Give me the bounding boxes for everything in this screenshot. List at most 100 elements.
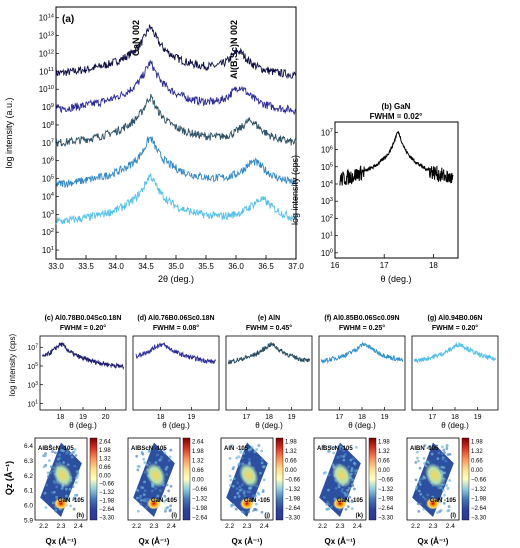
map-xtick-label: 2.3 xyxy=(428,523,437,530)
map-alloy-spot xyxy=(238,462,259,488)
map-speckle xyxy=(336,456,340,459)
map-speckle xyxy=(447,505,451,508)
map-panel-label: (h) xyxy=(76,513,84,519)
map-speckle xyxy=(328,449,331,453)
map-bottom-label: GaN -105 xyxy=(430,498,457,504)
colorbar-label: −0.66 xyxy=(285,478,301,484)
colorbar-label: 0.66 xyxy=(285,459,297,465)
map-speckle xyxy=(441,445,444,449)
map-ytick-label: 6.3 xyxy=(24,458,33,465)
map-speckle xyxy=(442,501,446,505)
map-speckle xyxy=(322,495,326,499)
map-speckle xyxy=(251,494,255,498)
colorbar-label: −1.32 xyxy=(471,487,487,493)
map-speckle xyxy=(353,461,356,465)
colorbar-label: −3.30 xyxy=(378,516,394,522)
a-ytick-label: 1011 xyxy=(39,67,54,76)
colorbar-label: −1.32 xyxy=(378,487,394,493)
map-speckle xyxy=(140,498,143,502)
map-top-label: AlBScN -105 xyxy=(317,446,353,452)
map-xtick-label: 2.2 xyxy=(411,523,420,530)
a-ytick-label: 104 xyxy=(42,192,55,201)
xlabel: θ (deg.) xyxy=(69,421,97,430)
map-panel-l: AlBN -105 GaN -105 (l) 2.2 2.3 2.4 Qx (Å⁻¹) 1.9… xyxy=(406,437,487,546)
map-speckle xyxy=(136,509,140,513)
colorbar-label: 2.64 xyxy=(99,440,111,446)
panel-a-xlabel: 2θ (deg.) xyxy=(158,274,194,284)
map-speckle xyxy=(416,502,420,506)
map-speckle xyxy=(156,453,159,457)
map-xtick-label: 2.3 xyxy=(149,523,158,530)
map-speckle xyxy=(135,488,139,492)
map-speckle xyxy=(44,452,47,455)
colorbar-label: −1.32 xyxy=(285,487,301,493)
map-xtick-label: 2.3 xyxy=(242,523,251,530)
map-speckle xyxy=(248,457,251,461)
map-speckle xyxy=(166,498,169,501)
map-speckle xyxy=(419,477,422,481)
map-bottom-label: GaN -105 xyxy=(58,498,85,504)
map-speckle xyxy=(260,461,264,465)
xtick-label: 18 xyxy=(358,414,366,421)
map-speckle xyxy=(156,494,160,498)
map-speckle xyxy=(325,502,328,506)
map-alloy-spot xyxy=(331,462,352,488)
colorbar-label: 0.66 xyxy=(471,459,483,465)
map-speckle xyxy=(73,493,77,497)
map-speckle xyxy=(441,488,445,492)
map-speckle xyxy=(417,459,420,463)
map-xtick-label: 2.4 xyxy=(167,523,176,530)
a-ytick-label: 1010 xyxy=(39,85,54,94)
map-speckle xyxy=(154,461,158,464)
map-xlabel: Qx (Å⁻¹) xyxy=(325,537,356,546)
map-xtick-label: 2.2 xyxy=(132,523,141,530)
map-speckle xyxy=(68,487,72,491)
map-bottom-label: GaN -105 xyxy=(337,498,364,504)
xtick-label: 18 xyxy=(265,414,273,421)
colorbar-label: −1.32 xyxy=(99,490,115,496)
map-xtick-label: 2.4 xyxy=(353,523,362,530)
colorbar-label: 0.00 xyxy=(285,468,297,474)
map-xtick-label: 2.3 xyxy=(56,523,65,530)
map-speckle xyxy=(350,500,354,504)
xtick-label: 17 xyxy=(335,414,343,421)
map-speckle xyxy=(72,507,76,511)
map-speckle xyxy=(135,454,139,458)
map-ytick-label: 6.0 xyxy=(24,503,33,510)
map-speckle xyxy=(260,457,264,461)
map-speckle xyxy=(233,495,237,499)
annotation-alloy-002: Al(B,Sc)N 002 xyxy=(229,20,239,79)
map-speckle xyxy=(51,491,54,494)
map-speckle xyxy=(66,450,70,454)
map-speckle xyxy=(440,452,444,456)
map-speckle xyxy=(70,455,74,459)
b-xtick-label: 18 xyxy=(429,261,438,270)
map-speckle xyxy=(45,483,49,487)
colorbar xyxy=(368,437,377,521)
map-speckle xyxy=(342,458,346,462)
map-speckle xyxy=(351,484,355,488)
map-speckle xyxy=(66,447,69,451)
map-speckle xyxy=(341,447,345,450)
b-ytick-label: 102 xyxy=(321,214,333,223)
map-speckle xyxy=(229,478,233,482)
map-speckle xyxy=(419,492,423,496)
xlabel: θ (deg.) xyxy=(441,421,469,430)
colorbar-label: −2.64 xyxy=(99,507,115,513)
colorbar xyxy=(182,437,191,521)
map-speckle xyxy=(443,493,446,497)
map-speckle xyxy=(139,502,143,506)
map-speckle xyxy=(258,471,262,475)
map-speckle xyxy=(249,447,253,451)
panel-b-subtitle: FWHM = 0.02° xyxy=(370,112,423,121)
map-speckle xyxy=(414,478,418,482)
panel-b: (b) GaN FWHM = 0.02° 16 17 18 100 101 102 103… xyxy=(290,102,459,284)
map-speckle xyxy=(443,471,447,475)
map-speckle xyxy=(350,469,353,472)
map-speckle xyxy=(54,509,58,513)
colorbar-label: −1.98 xyxy=(285,497,301,503)
map-speckle xyxy=(417,510,421,513)
a-ytick-label: 108 xyxy=(42,121,54,130)
panel-frame xyxy=(39,335,127,411)
